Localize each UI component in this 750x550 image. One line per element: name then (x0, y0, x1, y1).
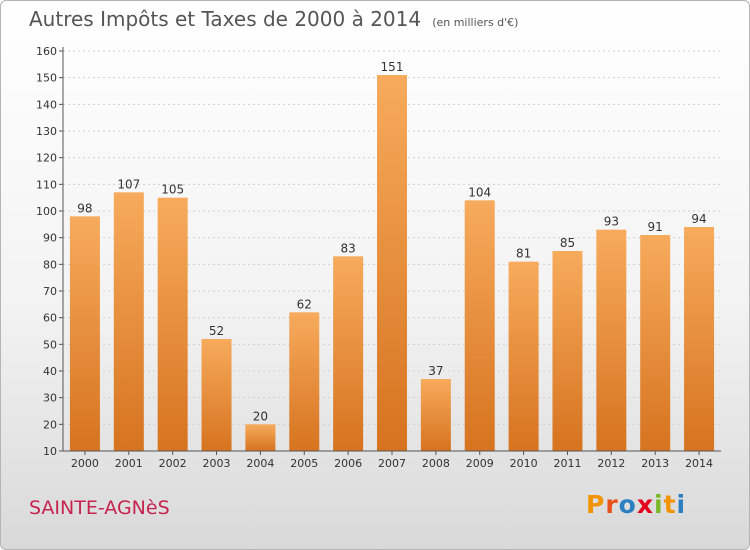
bar-2009 (464, 200, 495, 451)
y-tick-label: 30 (43, 392, 57, 405)
chart-title: Autres Impôts et Taxes de 2000 à 2014 (e… (29, 7, 518, 31)
x-tick-label: 2013 (641, 457, 669, 470)
bar-2006 (333, 256, 364, 451)
bar-value-label: 104 (468, 185, 491, 199)
bar-2000 (69, 216, 100, 451)
y-tick-label: 140 (36, 98, 57, 111)
y-tick-label: 100 (36, 205, 57, 218)
bar-2005 (289, 312, 320, 451)
y-tick-label: 50 (43, 338, 57, 351)
logo-letter: o (618, 490, 637, 519)
bar-2007 (377, 75, 407, 451)
y-tick-label: 80 (43, 258, 57, 271)
bar-2011 (552, 251, 583, 451)
bar-value-label: 91 (648, 220, 663, 234)
y-tick-label: 110 (36, 178, 57, 191)
x-tick-label: 2005 (290, 457, 318, 470)
bar-2010 (508, 261, 539, 451)
x-tick-label: 2009 (466, 457, 494, 470)
bar-2008 (420, 379, 451, 451)
bar-2012 (596, 229, 627, 451)
bar-2002 (157, 197, 188, 451)
commune-name: SAINTE-AGNèS (29, 497, 170, 519)
x-tick-label: 2014 (685, 457, 713, 470)
logo-letter: r (605, 490, 619, 519)
x-tick-label: 2000 (71, 457, 99, 470)
y-tick-label: 60 (43, 312, 57, 325)
bar-2013 (640, 235, 671, 451)
proxiti-logo: Proxiti (586, 490, 686, 519)
labels: 10 20 30 40 50 60 70 80 90 100 110 120 130 140 150 160 9… (36, 45, 713, 470)
bar-value-label: 20 (253, 409, 268, 423)
x-tick-label: 2006 (334, 457, 362, 470)
bar-value-label: 107 (117, 177, 140, 191)
bar-value-label: 62 (297, 297, 312, 311)
y-tick-label: 150 (36, 72, 57, 85)
x-tick-label: 2010 (510, 457, 538, 470)
bars (69, 75, 715, 452)
y-tick-label: 130 (36, 125, 57, 138)
bar-value-label: 93 (604, 215, 619, 229)
x-tick-label: 2008 (422, 457, 450, 470)
y-tick-label: 160 (36, 45, 57, 58)
logo-letter: x (636, 490, 654, 519)
x-tick-label: 2012 (597, 457, 625, 470)
x-tick-label: 2004 (246, 457, 274, 470)
bar-value-label: 83 (340, 241, 355, 255)
logo-letter: t (663, 490, 677, 519)
y-tick-label: 10 (43, 445, 57, 458)
y-tick-label: 120 (36, 152, 57, 165)
x-tick-label: 2007 (378, 457, 406, 470)
bar-value-label: 94 (691, 212, 706, 226)
bar-2001 (113, 192, 144, 452)
x-tick-label: 2003 (203, 457, 231, 470)
bar-2014 (684, 227, 715, 451)
x-tick-label: 2011 (553, 457, 581, 470)
bar-value-label: 105 (161, 183, 184, 197)
logo-letter: i (676, 490, 687, 519)
logo-letter: i (654, 490, 664, 519)
bar-value-label: 85 (560, 236, 575, 250)
x-tick-label: 2001 (115, 457, 143, 470)
bar-value-label: 98 (77, 201, 92, 215)
bar-2004 (245, 424, 276, 451)
chart-title-text: Autres Impôts et Taxes de 2000 à 2014 (29, 7, 422, 31)
bar-value-label: 151 (381, 60, 404, 74)
logo-letter: P (586, 490, 606, 519)
bar-2003 (201, 339, 232, 451)
y-tick-label: 70 (43, 285, 57, 298)
bar-value-label: 37 (428, 364, 443, 378)
chart-unit-text: (en milliers d'€) (432, 16, 519, 29)
y-tick-label: 20 (43, 418, 57, 431)
y-tick-label: 90 (43, 232, 57, 245)
axes (59, 47, 721, 455)
x-tick-label: 2002 (159, 457, 187, 470)
bar-value-label: 52 (209, 324, 224, 338)
y-tick-label: 40 (43, 365, 57, 378)
bar-value-label: 81 (516, 247, 531, 261)
